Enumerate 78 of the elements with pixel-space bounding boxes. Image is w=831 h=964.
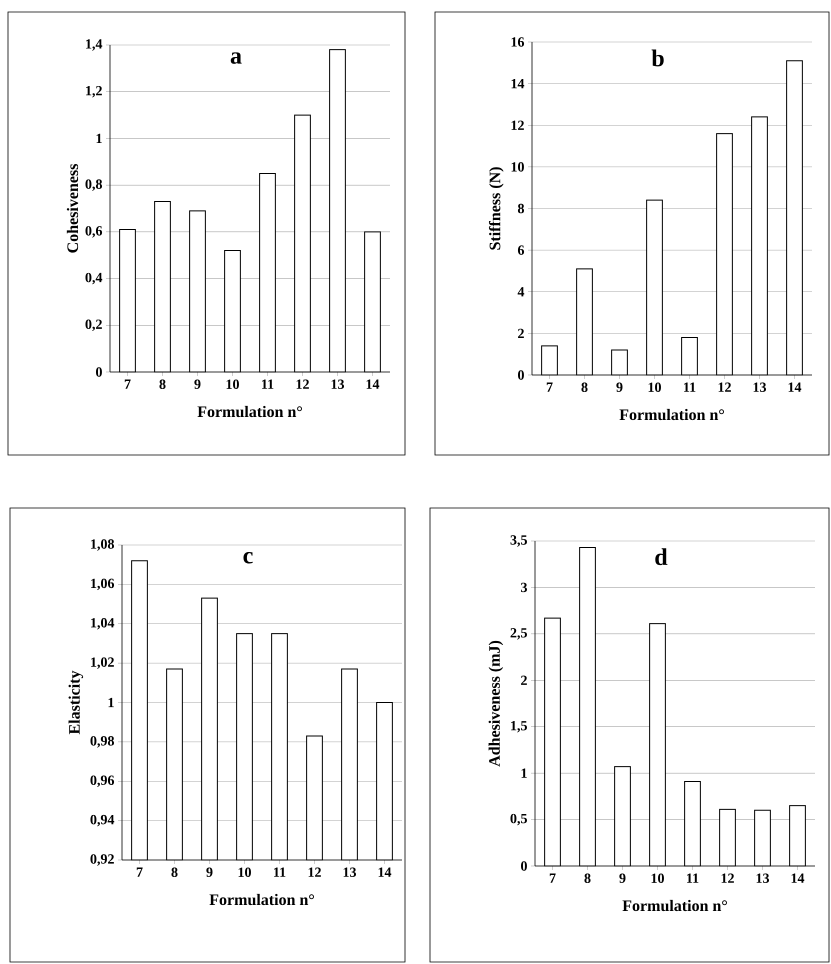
y-tick-label: 2,5 xyxy=(510,628,527,640)
x-tick-label: 14 xyxy=(366,380,380,389)
x-tick-label: 14 xyxy=(788,382,802,392)
y-tick-label: 2 xyxy=(518,328,524,338)
x-tick-label: 8 xyxy=(159,380,166,389)
y-tick-label: 6 xyxy=(518,245,524,255)
x-tick-label: 11 xyxy=(687,874,698,883)
y-axis-title: Cohesiveness xyxy=(66,164,78,253)
x-tick-label: 8 xyxy=(584,874,591,883)
x-tick-label: 14 xyxy=(792,874,804,883)
x-tick-label: 10 xyxy=(238,868,251,877)
y-tick-label: 8 xyxy=(518,204,524,214)
y-tick-label: 0,92 xyxy=(90,854,114,866)
y-tick-label: 1 xyxy=(96,134,102,144)
x-tick-label: 11 xyxy=(274,868,286,877)
chart-title: a xyxy=(230,52,242,64)
x-tick-label: 8 xyxy=(171,868,178,877)
y-tick-label: 0 xyxy=(96,367,102,377)
y-tick-label: 1 xyxy=(522,768,527,778)
x-tick-label: 9 xyxy=(616,382,622,392)
x-tick-label: 10 xyxy=(648,382,661,392)
x-tick-label: 13 xyxy=(754,382,766,392)
x-tick-label: 13 xyxy=(344,868,356,877)
y-tick-label: 3,5 xyxy=(510,535,527,547)
y-tick-label: 1,5 xyxy=(511,720,527,732)
y-tick-label: 1,06 xyxy=(91,578,114,590)
x-axis-title: Formulation n° xyxy=(198,406,302,418)
x-axis-title: Formulation n° xyxy=(210,894,314,906)
x-tick-label: 13 xyxy=(756,874,770,883)
y-tick-label: 10 xyxy=(512,162,524,172)
y-tick-label: 1,2 xyxy=(86,86,102,98)
x-tick-label: 8 xyxy=(581,382,588,392)
y-tick-label: 0,94 xyxy=(90,814,114,826)
y-tick-label: 2 xyxy=(521,676,527,685)
y-tick-label: 14 xyxy=(512,78,524,88)
y-tick-label: 3 xyxy=(521,582,527,592)
y-tick-label: 12 xyxy=(512,120,524,130)
x-tick-label: 11 xyxy=(262,380,274,389)
x-tick-label: 12 xyxy=(308,868,321,877)
x-tick-label: 12 xyxy=(718,382,731,392)
x-tick-label: 7 xyxy=(550,874,556,883)
y-tick-label: 1,04 xyxy=(91,618,114,630)
x-tick-label: 13 xyxy=(332,380,344,389)
y-tick-label: 1,08 xyxy=(91,539,114,551)
y-tick-label: 0,2 xyxy=(86,320,102,332)
x-tick-label: 12 xyxy=(722,874,734,883)
x-tick-label: 9 xyxy=(206,868,212,877)
x-axis-title: Formulation n° xyxy=(622,900,727,912)
x-tick-label: 7 xyxy=(124,380,131,389)
x-tick-label: 14 xyxy=(378,868,392,877)
y-tick-label: 0,98 xyxy=(90,736,114,748)
y-tick-label: 4 xyxy=(518,287,524,296)
x-tick-label: 9 xyxy=(194,380,200,389)
x-tick-label: 10 xyxy=(226,380,239,389)
chart-title: d xyxy=(655,548,668,566)
chart-title: b xyxy=(652,50,664,66)
x-tick-label: 7 xyxy=(136,868,143,877)
x-tick-label: 10 xyxy=(652,874,664,883)
y-tick-label: 1,02 xyxy=(91,657,114,669)
y-tick-label: 0,4 xyxy=(86,272,102,284)
y-tick-label: 0 xyxy=(521,861,527,871)
y-axis-title: Adhesiveness (mJ) xyxy=(488,640,504,767)
x-tick-label: 9 xyxy=(619,874,626,883)
chart-title: c xyxy=(243,552,253,564)
y-tick-label: 1,4 xyxy=(86,39,102,51)
y-tick-label: 16 xyxy=(512,37,524,47)
y-axis-title: Elasticity xyxy=(68,670,84,734)
y-tick-label: 0,6 xyxy=(86,226,102,238)
y-axis-title: Stiffness (N) xyxy=(488,167,504,250)
y-tick-label: 0,5 xyxy=(510,814,527,826)
x-axis-title: Formulation n° xyxy=(620,408,724,420)
x-tick-label: 12 xyxy=(296,380,309,389)
x-tick-label: 11 xyxy=(684,382,696,392)
y-tick-label: 0 xyxy=(518,370,524,380)
y-tick-label: 1 xyxy=(108,698,114,708)
y-tick-label: 0,96 xyxy=(90,776,114,787)
x-tick-label: 7 xyxy=(546,382,553,392)
y-tick-label: 0,8 xyxy=(86,179,102,191)
